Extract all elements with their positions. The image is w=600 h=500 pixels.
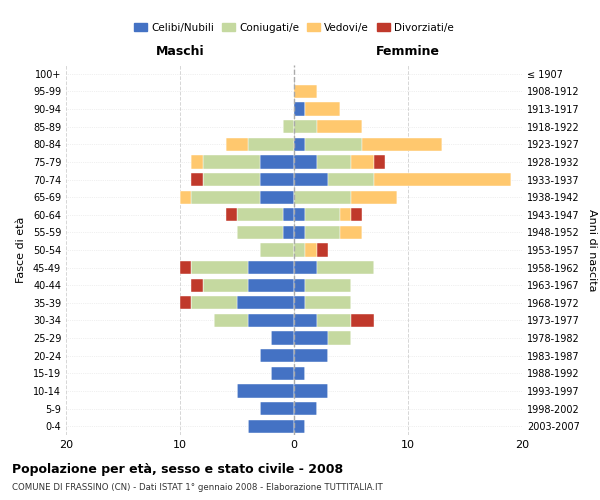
Text: Popolazione per età, sesso e stato civile - 2008: Popolazione per età, sesso e stato civil… [12,462,343,475]
Bar [260,173,294,186]
Bar [294,190,351,204]
Bar [374,156,385,168]
Bar [340,226,362,239]
Bar [305,278,351,292]
Bar [260,190,294,204]
Bar [226,208,237,222]
Bar [294,102,305,116]
Bar [294,332,328,344]
Bar [260,402,294,415]
Bar [203,156,260,168]
Bar [351,314,374,327]
Bar [237,226,283,239]
Bar [374,173,511,186]
Bar [294,156,317,168]
Bar [248,278,294,292]
Text: COMUNE DI FRASSINO (CN) - Dati ISTAT 1° gennaio 2008 - Elaborazione TUTTITALIA.I: COMUNE DI FRASSINO (CN) - Dati ISTAT 1° … [12,482,383,492]
Bar [305,138,362,151]
Bar [294,278,305,292]
Bar [191,156,203,168]
Bar [294,420,305,433]
Bar [283,208,294,222]
Bar [191,296,237,310]
Bar [237,208,283,222]
Text: Maschi: Maschi [155,45,205,58]
Bar [180,261,191,274]
Bar [351,190,397,204]
Bar [305,102,340,116]
Bar [237,384,294,398]
Bar [294,226,305,239]
Bar [248,420,294,433]
Bar [340,208,351,222]
Bar [294,349,328,362]
Bar [260,156,294,168]
Bar [271,366,294,380]
Bar [351,156,374,168]
Bar [351,208,362,222]
Bar [294,120,317,134]
Bar [237,296,294,310]
Bar [283,226,294,239]
Bar [317,314,351,327]
Bar [294,208,305,222]
Bar [317,156,351,168]
Legend: Celibi/Nubili, Coniugati/e, Vedovi/e, Divorziati/e: Celibi/Nubili, Coniugati/e, Vedovi/e, Di… [130,18,458,36]
Bar [294,244,305,256]
Bar [260,349,294,362]
Bar [180,190,191,204]
Bar [305,244,317,256]
Bar [191,261,248,274]
Bar [317,244,328,256]
Bar [294,138,305,151]
Bar [283,120,294,134]
Bar [203,173,260,186]
Bar [191,190,260,204]
Bar [294,296,305,310]
Bar [203,278,248,292]
Bar [294,366,305,380]
Bar [248,138,294,151]
Bar [191,173,203,186]
Y-axis label: Anni di nascita: Anni di nascita [587,209,596,291]
Bar [248,261,294,274]
Bar [294,314,317,327]
Bar [317,261,374,274]
Y-axis label: Fasce di età: Fasce di età [16,217,26,283]
Text: Femmine: Femmine [376,45,440,58]
Bar [226,138,248,151]
Bar [294,85,317,98]
Bar [294,261,317,274]
Bar [271,332,294,344]
Bar [260,244,294,256]
Bar [248,314,294,327]
Bar [214,314,248,327]
Bar [294,173,328,186]
Bar [294,402,317,415]
Bar [317,120,362,134]
Bar [305,296,351,310]
Bar [294,384,328,398]
Bar [305,226,340,239]
Bar [328,332,351,344]
Bar [305,208,340,222]
Bar [191,278,203,292]
Bar [362,138,442,151]
Bar [180,296,191,310]
Bar [328,173,374,186]
